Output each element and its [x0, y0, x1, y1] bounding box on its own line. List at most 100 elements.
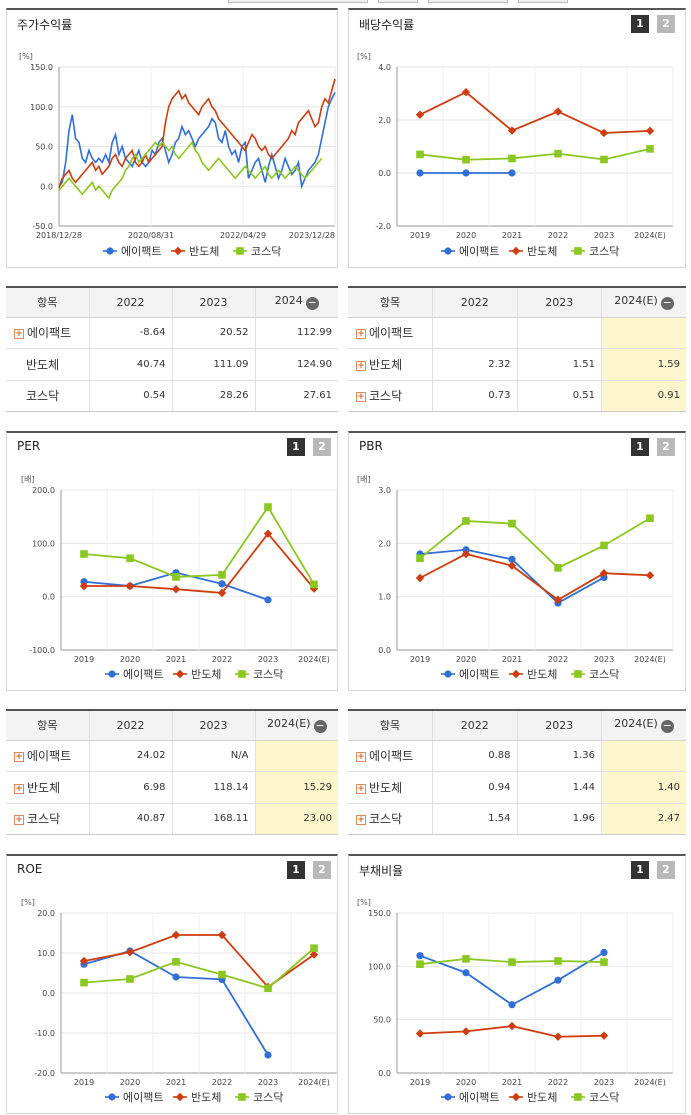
expand-icon[interactable]: +: [356, 783, 366, 794]
data-point: [236, 247, 244, 255]
expand-icon[interactable]: +: [14, 815, 24, 826]
per-table: 항목 2022 2023 2024(E) − + 에이팩트 24.02 N/A + 반…: [6, 709, 338, 835]
stock-return-table: 항목 2022 2023 2024− + 에이팩트 -8.64 20.52 112…: [6, 286, 338, 412]
period-button-1[interactable]: 1: [631, 861, 649, 879]
header-year: 2023: [516, 711, 602, 741]
x-tick-label: 2021: [166, 655, 186, 664]
panel-header: PBR 1 2: [349, 433, 685, 460]
row-label[interactable]: + 반도체: [6, 771, 89, 804]
expand-icon[interactable]: +: [356, 329, 366, 340]
cell: 40.87: [88, 803, 172, 834]
data-point: [508, 519, 516, 528]
expand-icon[interactable]: +: [356, 360, 366, 371]
top-tab[interactable]: [518, 0, 568, 3]
row-label[interactable]: + 코스닥: [6, 803, 89, 834]
row-label: 코스닥: [6, 380, 89, 411]
panel-header: ROE 1 2: [7, 856, 337, 883]
data-point: [461, 87, 471, 97]
period-button-1[interactable]: 1: [631, 15, 649, 33]
header-year-label: 2024(E): [266, 717, 311, 731]
cell-estimate: [601, 740, 686, 773]
row-name: 코스닥: [369, 389, 403, 404]
data-point: [125, 581, 135, 591]
expand-icon[interactable]: +: [356, 392, 366, 403]
cell: 1.96: [516, 803, 602, 834]
data-point: [511, 669, 521, 679]
x-tick-label: 2020: [456, 1078, 476, 1087]
expand-icon[interactable]: +: [14, 329, 24, 340]
row-label[interactable]: + 에이팩트: [348, 317, 433, 350]
y-tick-label: -20.0: [34, 1069, 55, 1078]
cell: 1.51: [516, 348, 602, 381]
data-point: [172, 958, 180, 966]
cell: 2.32: [432, 348, 517, 381]
data-point: [574, 670, 582, 678]
expand-icon[interactable]: +: [356, 815, 366, 826]
data-point: [126, 554, 134, 563]
y-unit-label: [%]: [21, 898, 35, 907]
data-point: [106, 247, 114, 255]
x-tick-label: 2022/04/29: [220, 231, 266, 240]
data-point: [599, 1031, 609, 1040]
cell: 20.52: [171, 317, 255, 350]
data-point: [108, 670, 116, 678]
legend-label: 반도체: [189, 245, 219, 258]
legend-label: 반도체: [191, 1091, 221, 1104]
header-item: 항목: [348, 288, 433, 318]
y-tick-label: 0.0: [42, 593, 55, 602]
row-label[interactable]: + 반도체: [348, 348, 433, 381]
data-point: [175, 1092, 185, 1102]
x-tick-label: 2022: [548, 655, 568, 664]
period-button-2[interactable]: 2: [657, 438, 675, 456]
row-name: 에이팩트: [369, 749, 414, 764]
row-label[interactable]: + 반도체: [348, 771, 433, 804]
row-label[interactable]: + 코스닥: [348, 803, 433, 834]
data-point: [462, 969, 470, 977]
period-button-1[interactable]: 1: [287, 438, 305, 456]
period-button-2[interactable]: 2: [657, 861, 675, 879]
data-point: [553, 107, 563, 116]
legend-label: 반도체: [527, 668, 557, 681]
y-tick-label: 0.0: [42, 989, 55, 998]
top-tab[interactable]: [228, 0, 368, 3]
cell: 40.74: [88, 348, 172, 381]
table-row: 반도체 40.74 111.09 124.90: [6, 348, 338, 381]
y-tick-label: 0.0: [378, 169, 391, 178]
period-button-2[interactable]: 2: [313, 438, 331, 456]
collapse-icon[interactable]: −: [313, 719, 327, 734]
table-row: + 코스닥 0.73 0.51 0.91: [348, 380, 686, 411]
period-button-2[interactable]: 2: [657, 15, 675, 33]
data-point: [79, 956, 89, 966]
collapse-icon[interactable]: −: [660, 296, 674, 311]
data-point: [600, 541, 608, 550]
data-point: [310, 580, 318, 589]
collapse-icon[interactable]: −: [305, 296, 319, 311]
expand-icon[interactable]: +: [356, 752, 366, 763]
row-label[interactable]: + 코스닥: [348, 380, 433, 411]
data-point: [238, 1093, 246, 1101]
header-year-current: 2024−: [254, 288, 338, 318]
series-line: [84, 532, 315, 594]
expand-icon[interactable]: +: [14, 752, 24, 763]
top-tab[interactable]: [378, 0, 418, 3]
period-button-2[interactable]: 2: [313, 861, 331, 879]
expand-icon[interactable]: +: [14, 783, 24, 794]
data-point: [80, 978, 88, 987]
data-point: [79, 581, 89, 591]
row-label[interactable]: + 에이팩트: [6, 317, 89, 350]
data-point: [415, 110, 425, 119]
header-year: 2022: [88, 288, 172, 318]
panel-header: PER 1 2: [7, 433, 337, 460]
data-point: [600, 573, 608, 582]
row-label[interactable]: + 에이팩트: [6, 740, 89, 773]
series-line: [419, 517, 651, 569]
row-label[interactable]: + 에이팩트: [348, 740, 433, 773]
period-button-1[interactable]: 1: [287, 861, 305, 879]
header-year-label: 2024: [274, 294, 303, 308]
series-line: [419, 148, 651, 161]
cell: [516, 317, 602, 350]
collapse-icon[interactable]: −: [660, 719, 674, 734]
dividend-yield-panel: 배당수익률 1 2 [%] 4.0 2.0 0.0 -2.0 2019 2020 2021 20…: [348, 8, 686, 268]
top-tab[interactable]: [428, 0, 508, 3]
period-button-1[interactable]: 1: [631, 438, 649, 456]
